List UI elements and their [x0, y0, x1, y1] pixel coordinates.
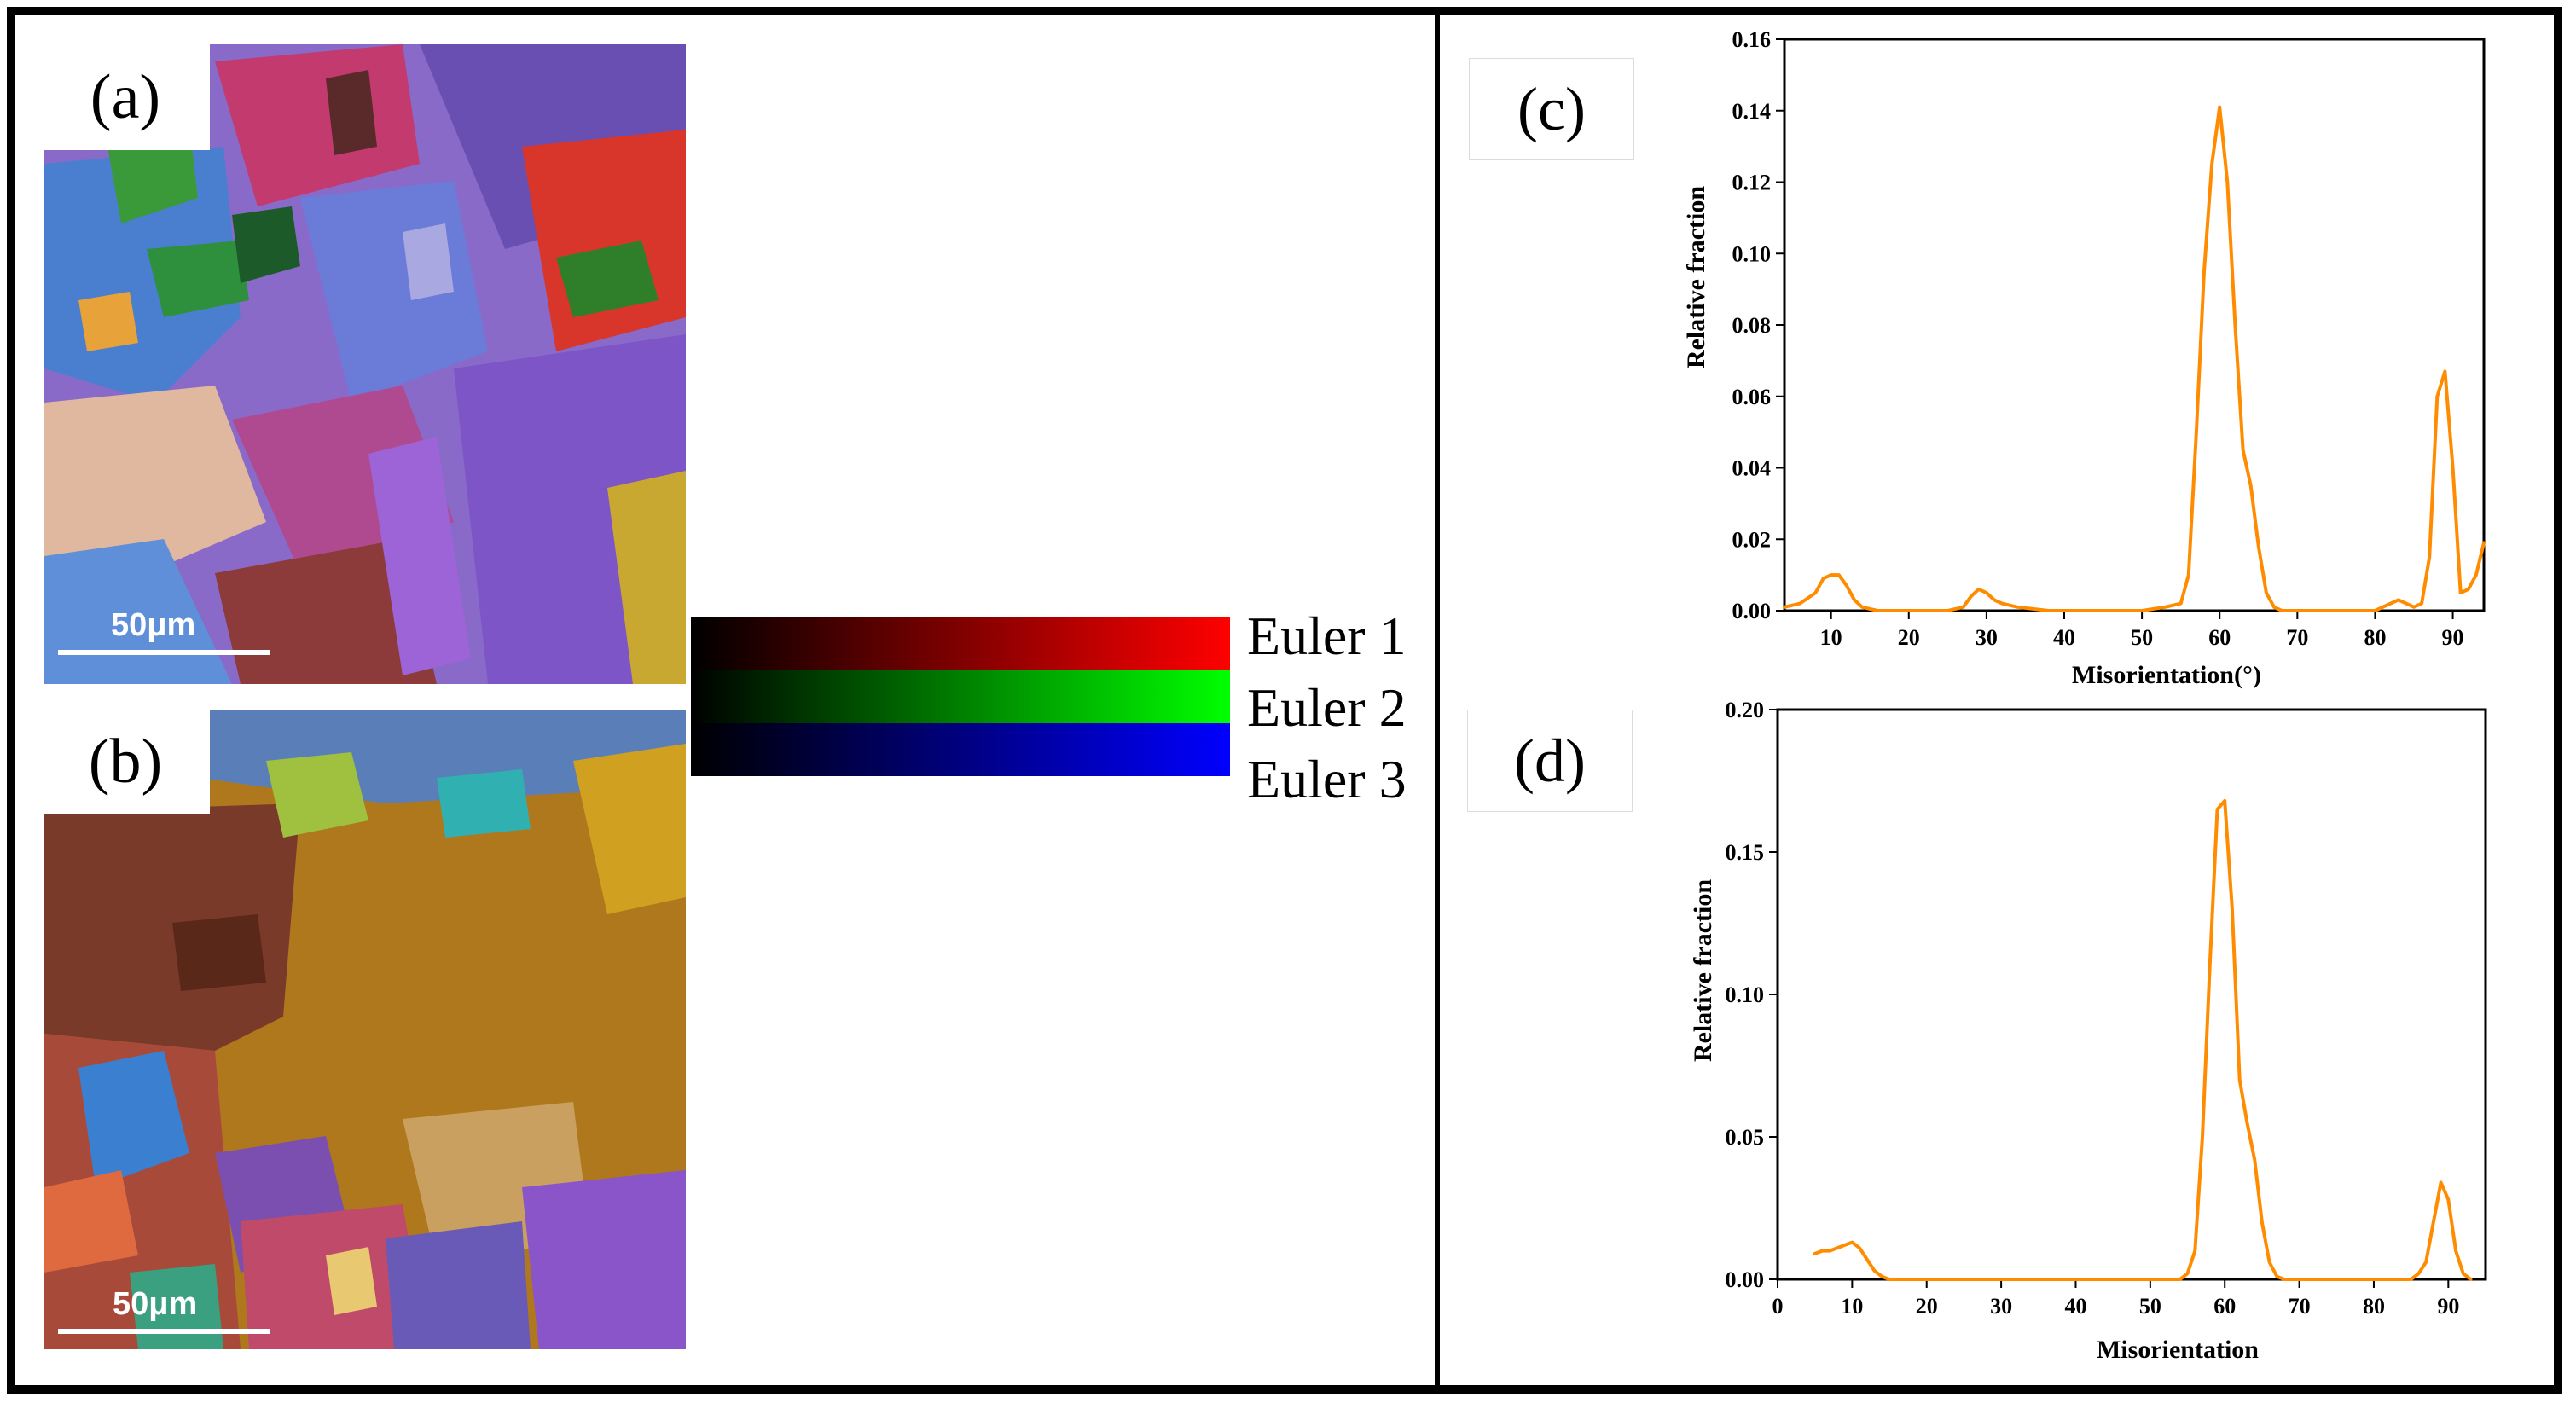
chart-c-xtick-label: 80: [2364, 625, 2386, 650]
chart-c-ylabel: Relative fraction: [1682, 186, 1710, 368]
chart-c-ytick-label: 0.08: [1732, 313, 1772, 338]
chart-d-ytick-label: 0.00: [1726, 1267, 1765, 1292]
euler-2-gradient: [691, 670, 1230, 723]
chart-d-xtick-label: 40: [2064, 1294, 2086, 1319]
chart-d-ytick-label: 0.05: [1726, 1125, 1765, 1150]
chart-d-ytick-label: 0.20: [1726, 698, 1765, 722]
euler-2-label: Euler 2: [1247, 677, 1407, 738]
euler-1-label: Euler 1: [1247, 606, 1407, 666]
chart-d-ytick-label: 0.15: [1726, 840, 1765, 865]
chart-c-xtick-label: 40: [2053, 625, 2075, 650]
chart-c: Relative fraction Misorientation(°) 0.00…: [1682, 27, 2486, 689]
panel-label-d: (d): [1467, 710, 1633, 812]
chart-d-xlabel: Misorientation: [2097, 1336, 2259, 1364]
chart-c-xtick-label: 50: [2131, 625, 2153, 650]
panel-divider: [1435, 7, 1440, 1394]
panel-label-b: (b): [41, 710, 210, 814]
chart-d-ylabel: Relative fraction: [1689, 879, 1717, 1062]
scale-bar-a: [58, 650, 270, 655]
chart-d-xtick-label: 80: [2363, 1294, 2385, 1319]
chart-c-ytick-label: 0.12: [1732, 171, 1772, 195]
chart-c-xtick-label: 70: [2286, 625, 2308, 650]
chart-d-xtick-label: 0: [1772, 1294, 1784, 1319]
ebsd-map-b-image: [44, 710, 686, 1349]
ebsd-map-a: [44, 44, 686, 684]
chart-c-ytick-label: 0.10: [1732, 241, 1772, 266]
chart-d-xtick-label: 60: [2213, 1294, 2236, 1319]
euler-3-gradient: [691, 723, 1230, 776]
chart-c-series-line: [1783, 105, 2486, 612]
chart-c-ytick-label: 0.00: [1732, 599, 1772, 623]
chart-d-xtick-label: 30: [1990, 1294, 2012, 1319]
panel-label-c: (c): [1469, 58, 1634, 160]
panel-label-a: (a): [41, 44, 210, 150]
chart-d-xtick-label: 20: [1916, 1294, 1938, 1319]
chart-c-xlabel: Misorientation(°): [2072, 661, 2261, 689]
euler-1-gradient: [691, 617, 1230, 670]
chart-c-plot-frame: [1783, 38, 2486, 612]
chart-c-ytick-label: 0.14: [1732, 99, 1772, 124]
chart-c-ytick-label: 0.06: [1732, 385, 1772, 409]
chart-d-xtick-label: 50: [2139, 1294, 2161, 1319]
ebsd-map-b: [44, 710, 686, 1349]
chart-c-xtick-label: 30: [1976, 625, 1998, 650]
chart-d-ytick-label: 0.10: [1726, 983, 1765, 1007]
chart-c-xtick-label: 60: [2208, 625, 2231, 650]
chart-d-xtick-label: 10: [1841, 1294, 1863, 1319]
ebsd-map-a-image: [44, 44, 686, 684]
scale-label-a: 50μm: [111, 607, 196, 643]
chart-c-ytick-label: 0.02: [1732, 527, 1772, 552]
chart-d-series-line: [1813, 798, 2473, 1281]
figure-frame: [7, 7, 2562, 1394]
chart-d-xtick-label: 70: [2289, 1294, 2311, 1319]
chart-c-xtick-label: 20: [1898, 625, 1920, 650]
scale-label-b: 50μm: [113, 1286, 198, 1322]
scale-bar-b: [58, 1329, 270, 1334]
euler-3-label: Euler 3: [1247, 749, 1407, 809]
chart-c-xtick-label: 90: [2442, 625, 2464, 650]
chart-d: Relative fraction Misorientation 0.00 0.0…: [1689, 698, 2487, 1364]
chart-c-xtick-label: 10: [1820, 625, 1842, 650]
chart-d-xtick-label: 90: [2437, 1294, 2459, 1319]
chart-d-plot-frame: [1776, 708, 2487, 1281]
chart-c-ytick-label: 0.16: [1732, 27, 1772, 52]
chart-c-ytick-label: 0.04: [1732, 456, 1772, 481]
